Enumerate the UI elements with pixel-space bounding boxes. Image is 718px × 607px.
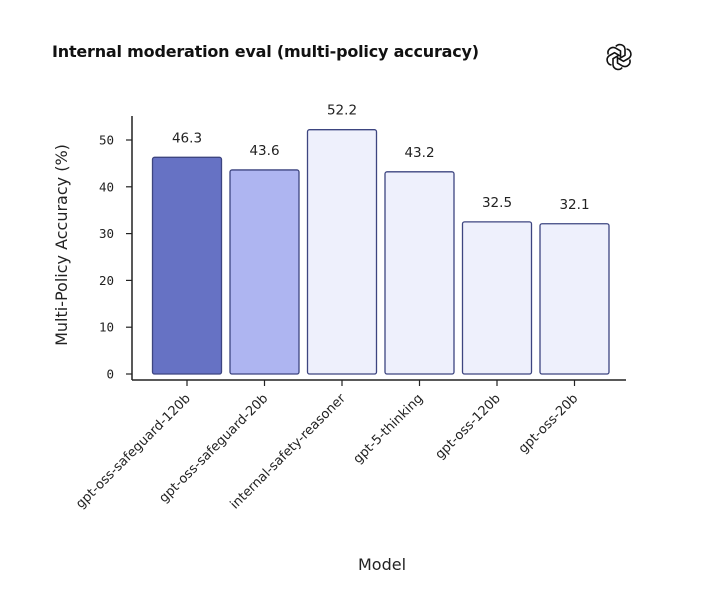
chart-title: Internal moderation eval (multi-policy a…	[52, 42, 479, 61]
bar-gpt-oss-safeguard-20b	[229, 169, 300, 375]
y-tick-label: 30	[99, 226, 114, 241]
value-labels: 46.3 43.6 52.2 43.2 32.5 32.1	[172, 103, 590, 213]
y-tick-label: 10	[99, 320, 114, 335]
x-tick-label-gpt-oss-20b: gpt-oss-20b	[516, 391, 581, 456]
category-labels: gpt-oss-safeguard-120bgpt-oss-safeguard-…	[73, 391, 581, 513]
y-axis-title: Multi-Policy Accuracy (%)	[52, 144, 71, 346]
value-label-gpt-oss-120b: 32.5	[482, 195, 512, 211]
y-tick-label: 20	[99, 273, 114, 288]
x-tick-label-gpt-5-thinking: gpt-5-thinking	[351, 391, 427, 467]
x-axis	[132, 379, 626, 386]
value-label-gpt-oss-safeguard-120b: 46.3	[172, 130, 202, 146]
y-tick-label: 50	[99, 133, 114, 148]
bar-internal-safety-reasoner	[306, 129, 378, 375]
bar-gpt-5-thinking	[384, 171, 455, 375]
y-tick-label: 40	[99, 179, 114, 194]
openai-logo-icon	[606, 43, 632, 71]
x-tick-label-gpt-oss-120b: gpt-oss-120b	[433, 391, 504, 462]
bar-gpt-oss-20b	[539, 223, 610, 375]
bar-gpt-oss-safeguard-120b	[151, 156, 223, 375]
y-axis: 0 10 20 30 40 50	[99, 116, 133, 382]
value-label-internal-safety-reasoner: 52.2	[327, 103, 357, 119]
y-tick-label: 0	[106, 367, 114, 382]
value-label-gpt-oss-20b: 32.1	[559, 197, 589, 213]
value-label-gpt-5-thinking: 43.2	[404, 145, 434, 161]
x-axis-title: Model	[358, 555, 406, 574]
value-label-gpt-oss-safeguard-20b: 43.6	[249, 143, 279, 159]
bars	[151, 129, 610, 375]
bar-gpt-oss-120b	[461, 221, 533, 375]
